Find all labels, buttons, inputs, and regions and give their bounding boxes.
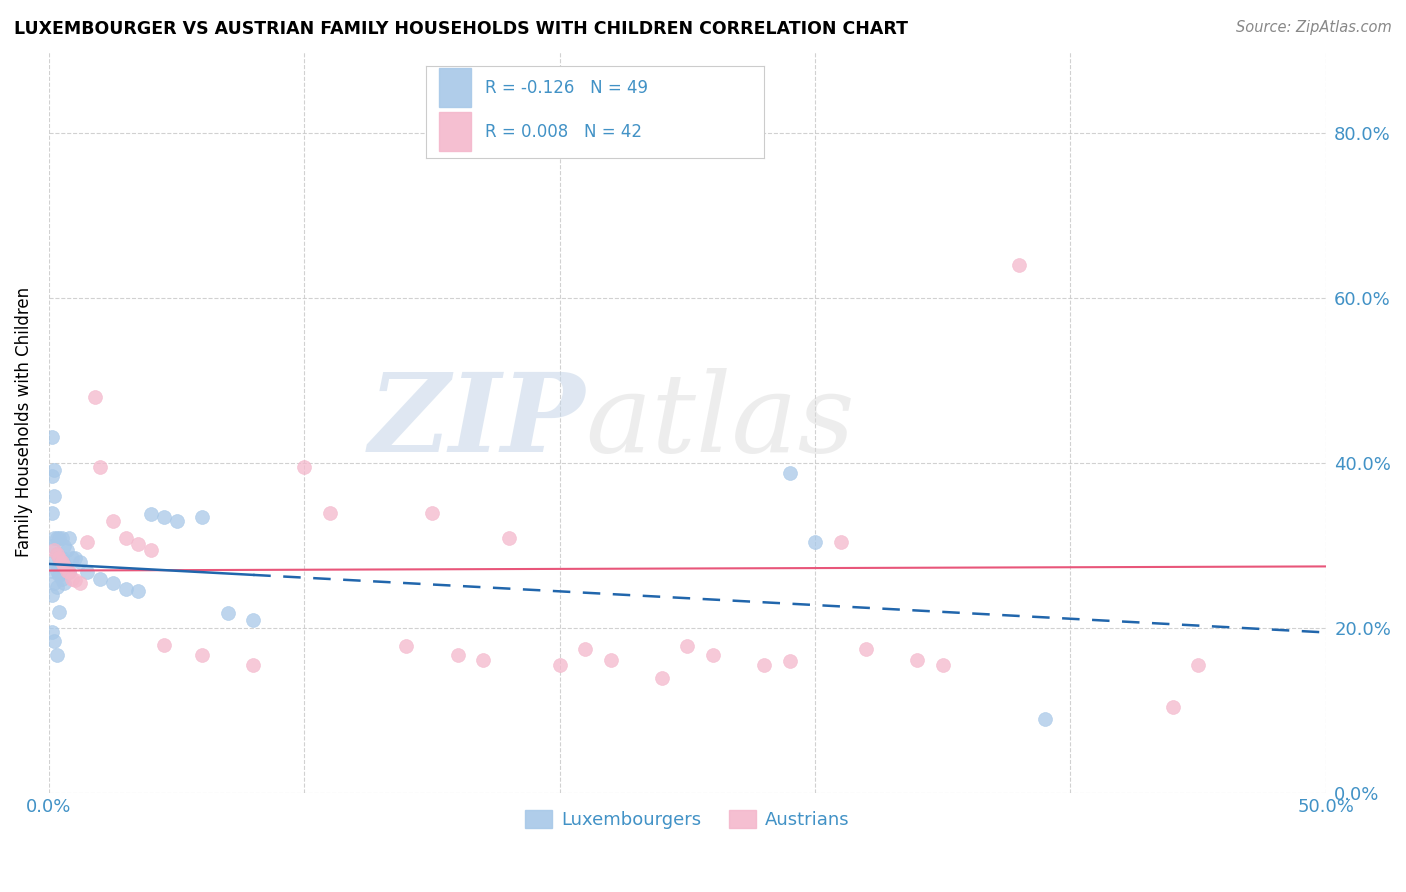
Point [242, 613, 264, 627]
Point [191, 509, 214, 524]
Point [48, 551, 70, 566]
Point [41, 539, 63, 553]
Point [48, 531, 70, 545]
Point [48, 551, 70, 566]
Point [56, 564, 79, 578]
Point [42, 555, 65, 569]
Point [48, 605, 70, 619]
Point [855, 642, 877, 657]
Point [932, 658, 955, 673]
Point [41, 468, 63, 483]
Point [779, 466, 801, 480]
Point [41, 588, 63, 602]
Point [676, 640, 699, 654]
Point [1033, 712, 1056, 726]
Point [69, 555, 91, 569]
Point [153, 638, 176, 652]
Point [45, 547, 67, 561]
Point [191, 648, 214, 662]
Point [63, 574, 86, 588]
Point [42, 489, 65, 503]
Point [42, 633, 65, 648]
Point [779, 654, 801, 668]
Point [153, 509, 176, 524]
Point [114, 582, 136, 596]
Point [41, 625, 63, 640]
Point [752, 658, 775, 673]
Point [498, 531, 520, 545]
Point [53, 557, 76, 571]
Text: Source: ZipAtlas.com: Source: ZipAtlas.com [1236, 20, 1392, 35]
Point [53, 559, 76, 574]
Point [830, 534, 852, 549]
Point [56, 543, 79, 558]
Point [1187, 658, 1209, 673]
Point [53, 539, 76, 553]
Point [45, 531, 67, 545]
Point [42, 463, 65, 477]
Point [60, 551, 83, 566]
Point [58, 565, 80, 579]
Point [63, 551, 86, 566]
Point [242, 658, 264, 673]
Text: atlas: atlas [585, 368, 855, 475]
Point [51, 531, 73, 545]
Point [51, 555, 73, 569]
Point [53, 576, 76, 591]
Point [651, 671, 673, 685]
Point [89, 460, 111, 475]
Point [60, 572, 83, 586]
Point [319, 506, 342, 520]
Point [127, 537, 149, 551]
Point [101, 576, 124, 591]
Legend: Luxembourgers, Austrians: Luxembourgers, Austrians [519, 803, 856, 837]
Point [76, 565, 98, 579]
Point [472, 653, 495, 667]
Point [42, 531, 65, 545]
Text: ZIP: ZIP [368, 368, 585, 475]
Point [48, 567, 70, 582]
Point [574, 642, 596, 657]
Point [45, 547, 67, 561]
Point [804, 534, 827, 549]
Point [41, 564, 63, 578]
Point [114, 531, 136, 545]
Point [45, 580, 67, 594]
Point [292, 460, 315, 475]
Point [548, 658, 571, 673]
Point [56, 565, 79, 579]
Y-axis label: Family Households with Children: Family Households with Children [15, 287, 32, 558]
Point [1008, 258, 1031, 272]
Point [139, 543, 162, 558]
Point [51, 551, 73, 566]
Point [76, 534, 98, 549]
Point [139, 508, 162, 522]
Point [84, 390, 107, 404]
Point [420, 506, 443, 520]
Point [446, 648, 468, 662]
Point [58, 531, 80, 545]
Point [905, 653, 928, 667]
Point [51, 572, 73, 586]
Point [41, 506, 63, 520]
Point [45, 648, 67, 662]
Point [702, 648, 724, 662]
Point [599, 653, 621, 667]
Point [58, 565, 80, 579]
Point [41, 430, 63, 444]
Point [42, 576, 65, 591]
Point [42, 543, 65, 558]
Point [395, 640, 418, 654]
Point [1161, 699, 1184, 714]
Point [127, 584, 149, 599]
Point [166, 514, 188, 528]
Point [69, 576, 91, 591]
Text: LUXEMBOURGER VS AUSTRIAN FAMILY HOUSEHOLDS WITH CHILDREN CORRELATION CHART: LUXEMBOURGER VS AUSTRIAN FAMILY HOUSEHOL… [14, 20, 908, 37]
Point [45, 564, 67, 578]
Point [101, 514, 124, 528]
Point [89, 572, 111, 586]
Point [217, 607, 239, 621]
